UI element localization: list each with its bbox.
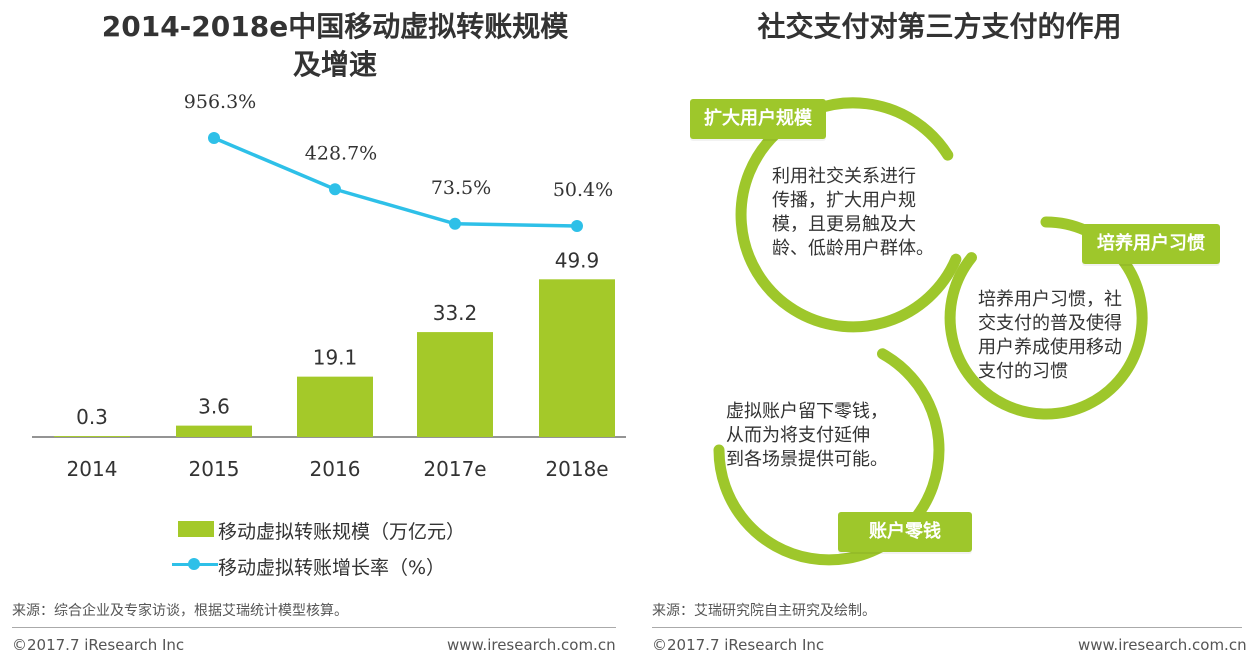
- bar-label-2015: 3.6: [198, 395, 230, 419]
- tag-cultivate-habit: 培养用户习惯: [1082, 224, 1220, 264]
- right-copyright: ©2017.7 iResearch Inc: [652, 636, 825, 654]
- bar-2016: [297, 376, 373, 437]
- growth-point-2017e: [449, 217, 461, 230]
- right-divider: [652, 627, 1242, 628]
- growth-label-2015: 956.3%: [184, 91, 256, 113]
- growth-label-2017e: 73.5%: [431, 177, 491, 199]
- x-tick-2014: 2014: [67, 457, 118, 481]
- diagram-title: 社交支付对第三方支付的作用: [757, 10, 1122, 43]
- right-website: www.iresearch.com.cn: [1078, 636, 1247, 654]
- chart-title: 2014-2018e中国移动虚拟转账规模 及增速: [40, 8, 630, 84]
- tag-account-change: 账户零钱: [838, 512, 972, 552]
- growth-label-2018e: 50.4%: [553, 179, 613, 201]
- cycle-arc-1: [735, 97, 962, 333]
- growth-label-2016: 428.7%: [305, 142, 377, 164]
- growth-line: [213, 136, 578, 228]
- combo-chart: 0.3 2014 3.6 2015 19.1 2016 33.2 2017e 49.9 2018e…: [32, 91, 626, 481]
- x-tick-2018e: 2018e: [545, 457, 608, 481]
- bar-label-2017e: 33.2: [433, 301, 478, 325]
- left-copyright: ©2017.7 iResearch Inc: [12, 636, 185, 654]
- x-tick-2015: 2015: [189, 457, 240, 481]
- text-expand-user-scale: 利用社交关系进行 传播，扩大用户规 模，且更易触及大 龄、低龄用户群体。: [772, 166, 934, 259]
- growth-point-2015: [208, 132, 220, 144]
- bar-label-2014: 0.3: [76, 405, 108, 429]
- bar-2018e: [539, 279, 615, 437]
- text-account-change: 虚拟账户留下零钱， 从而为将支付延伸 到各场景提供可能。: [726, 401, 888, 470]
- tag-expand-user-scale: 扩大用户规模: [690, 99, 826, 139]
- legend-line-label: 移动虚拟转账增长率（%）: [218, 557, 446, 579]
- left-source-note: 来源：综合企业及专家访谈，根据艾瑞统计模型核算。: [12, 603, 348, 619]
- right-source-note: 来源：艾瑞研究院自主研究及绘制。: [652, 603, 876, 619]
- bar-2015: [176, 425, 252, 437]
- bar-2017e: [417, 332, 493, 437]
- x-tick-2017e: 2017e: [423, 457, 486, 481]
- legend-bar-label: 移动虚拟转账规模（万亿元）: [218, 521, 466, 543]
- growth-point-2016: [329, 183, 341, 196]
- left-panel: 2014-2018e中国移动虚拟转账规模 及增速 0.3 2014 3.6 2015 1…: [0, 0, 626, 665]
- bar-label-2016: 19.1: [313, 346, 358, 370]
- right-panel: 社交支付对第三方支付的作用 扩大用户规模 利用社交关系进行 传播，扩大用户规 模…: [626, 0, 1253, 665]
- left-website: www.iresearch.com.cn: [447, 636, 616, 654]
- chart-title-line1: 2014-2018e中国移动虚拟转账规模: [101, 10, 569, 43]
- bar-label-2018e: 49.9: [555, 248, 600, 272]
- legend-line-swatch: [172, 555, 218, 573]
- left-divider: [12, 627, 616, 628]
- growth-point-2018e: [571, 220, 583, 232]
- text-cultivate-habit: 培养用户习惯，社 交支付的普及使得 用户养成使用移动 支付的习惯: [978, 289, 1122, 382]
- x-tick-2016: 2016: [310, 457, 361, 481]
- legend-bar-swatch: [178, 521, 214, 537]
- chart-title-line2: 及增速: [292, 48, 377, 81]
- cycle-diagram: [713, 97, 1148, 566]
- bar-2014: [54, 436, 130, 437]
